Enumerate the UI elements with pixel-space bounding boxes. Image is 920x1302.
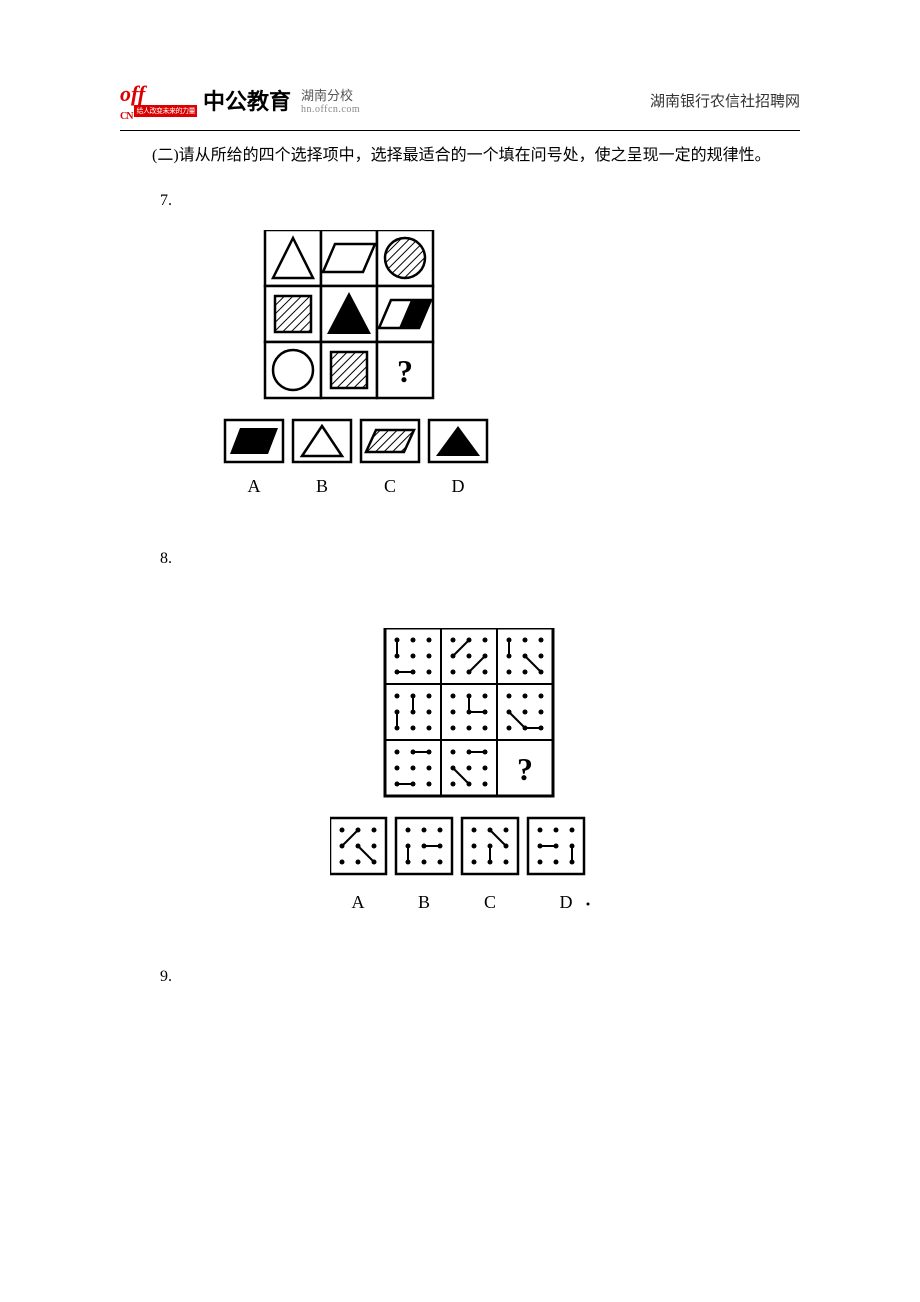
q7-option-d: D: [452, 476, 465, 496]
logo-badge: 给人改变未来的力量: [134, 105, 197, 117]
q8-option-b: B: [418, 892, 430, 912]
q8-question-mark: ?: [517, 751, 533, 787]
header-divider: [120, 130, 800, 131]
page-header: off CN 给人改变未来的力量 中公教育 湖南分校 hn.offcn.com …: [120, 75, 800, 125]
logo-area: off CN 给人改变未来的力量 中公教育 湖南分校 hn.offcn.com: [120, 83, 360, 117]
brand-url: hn.offcn.com: [301, 104, 360, 115]
brand-branch: 湖南分校: [301, 85, 360, 104]
q7-option-b: B: [316, 476, 328, 496]
question-number-9: 9.: [160, 968, 800, 986]
content-area: (二)请从所给的四个选择项中，选择最适合的一个填在问号处，使之呈现一定的规律性。…: [120, 140, 800, 1006]
brand-sub: 湖南分校 hn.offcn.com: [301, 85, 360, 115]
q8-option-d: D: [560, 892, 573, 912]
question-7-figure: ? A B C D: [220, 230, 800, 530]
question-number-8: 8.: [160, 550, 800, 568]
section-instruction: (二)请从所给的四个选择项中，选择最适合的一个填在问号处，使之呈现一定的规律性。: [120, 140, 800, 172]
question-8-figure: ?: [330, 628, 800, 948]
q7-option-c: C: [384, 476, 396, 496]
logo-cn-text: CN: [120, 111, 132, 122]
q7-option-a: A: [248, 476, 261, 496]
q8-option-c: C: [484, 892, 496, 912]
logo-mark: off CN 给人改变未来的力量: [120, 83, 197, 117]
header-site-name: 湖南银行农信社招聘网: [650, 90, 800, 111]
q8-option-a: A: [352, 892, 365, 912]
question-number-7: 7.: [160, 192, 800, 210]
brand-name: 中公教育: [203, 84, 291, 116]
q7-question-mark: ?: [397, 353, 413, 389]
